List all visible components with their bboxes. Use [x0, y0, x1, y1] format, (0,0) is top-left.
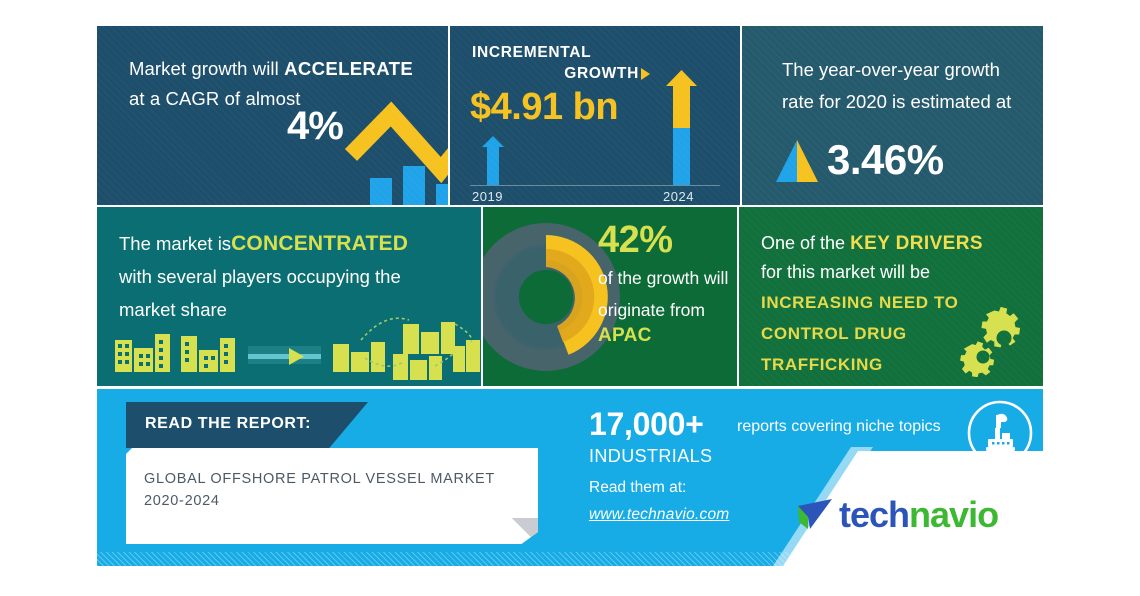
- panel-cagr: Market growth will ACCELERATE at a CAGR …: [97, 26, 448, 205]
- year-label-start: 2019: [472, 189, 503, 204]
- arrow-bar-2024-icon: [666, 70, 697, 185]
- apac-description: of the growth will originate from: [598, 262, 737, 326]
- panel-yoy-growth: The year-over-year growth rate for 2020 …: [742, 26, 1043, 205]
- paper-plane-icon: [798, 499, 832, 529]
- technavio-wordmark: technavio: [839, 494, 999, 536]
- axis-line: [470, 185, 720, 186]
- report-title: GLOBAL OFFSHORE PATROL VESSEL MARKET 202…: [144, 471, 495, 509]
- drivers-headline: One of the KEY DRIVERS for this market w…: [761, 229, 1031, 287]
- city-buildings-consolidation-icon: [115, 317, 480, 380]
- panel-market-concentration: The market isCONCENTRATED with several p…: [97, 207, 481, 386]
- panel-incremental-growth: INCREMENTAL GROWTH $4.91 bn 2019 2024: [450, 26, 740, 205]
- gears-icon: [960, 307, 1021, 377]
- reports-count-description: reports covering niche topics: [737, 418, 941, 435]
- incr-label-line1: INCREMENTAL: [472, 44, 592, 61]
- cagr-lead-text: Market growth will: [129, 58, 285, 79]
- technavio-logo: technavio: [795, 492, 1025, 544]
- cagr-line2: at a CAGR of almost: [129, 88, 301, 109]
- concentration-headline: The market isCONCENTRATED with several p…: [119, 227, 469, 326]
- incr-label-line2: GROWTH: [564, 65, 639, 82]
- bar-3: [436, 184, 448, 205]
- factory-icon: [967, 400, 1033, 466]
- cagr-headline: Market growth will ACCELERATE at a CAGR …: [129, 54, 429, 114]
- conc-lead: The market is: [119, 233, 232, 254]
- conc-emphasis: CONCENTRATED: [231, 232, 409, 255]
- conc-line2: with several players occupying the: [119, 266, 401, 287]
- yoy-headline: The year-over-year growth rate for 2020 …: [782, 54, 1022, 118]
- panel-apac-share: 42% of the growth will originate from AP…: [483, 207, 737, 386]
- apac-region-label: APAC: [598, 325, 652, 346]
- folded-corner-decoration: [512, 518, 538, 544]
- incremental-growth-value: $4.91 bn: [470, 86, 619, 128]
- zigzag-growth-arrow-icon: [345, 101, 448, 184]
- driver-line-2: CONTROL DRUG: [761, 324, 907, 343]
- driver-line-1: INCREASING NEED TO: [761, 293, 959, 312]
- read-the-report-label: READ THE REPORT:: [145, 415, 312, 432]
- cagr-value: 4%: [287, 104, 344, 148]
- logo-text-navio: navio: [909, 494, 999, 535]
- triangle-up-icon: [776, 140, 818, 182]
- driver-detail: INCREASING NEED TO CONTROL DRUG TRAFFICK…: [761, 287, 1011, 380]
- apac-line2: originate from: [598, 300, 705, 320]
- driver-line-3: TRAFFICKING: [761, 355, 883, 374]
- apac-line1: of the growth will: [598, 268, 729, 288]
- drv-line2: for this market will be: [761, 262, 931, 282]
- yoy-line2: rate for 2020 is estimated at: [782, 91, 1012, 112]
- bar-2: [403, 166, 425, 205]
- incremental-growth-label: INCREMENTAL GROWTH: [472, 42, 652, 84]
- panel-key-drivers: One of the KEY DRIVERS for this market w…: [739, 207, 1043, 386]
- report-title-card[interactable]: GLOBAL OFFSHORE PATROL VESSEL MARKET 202…: [126, 448, 538, 544]
- yoy-line1: The year-over-year growth: [782, 59, 1000, 80]
- drv-lead: One of the: [761, 233, 851, 253]
- logo-text-tech: tech: [839, 494, 910, 535]
- arrow-bar-2019-icon: [482, 136, 504, 185]
- year-label-end: 2024: [663, 189, 694, 204]
- cagr-emphasis: ACCELERATE: [284, 58, 414, 79]
- donut-chart-icon: [483, 223, 620, 371]
- drv-emphasis: KEY DRIVERS: [850, 233, 983, 254]
- caret-right-icon: [641, 67, 650, 80]
- conc-line3: market share: [119, 299, 227, 320]
- panel-footer: READ THE REPORT: GLOBAL OFFSHORE PATROL …: [97, 389, 1043, 566]
- read-the-report-tab[interactable]: READ THE REPORT:: [126, 402, 368, 448]
- reports-count: 17,000+: [589, 406, 704, 442]
- yoy-value: 3.46%: [827, 136, 944, 183]
- bar-1: [370, 178, 392, 205]
- apac-percent: 42%: [598, 219, 673, 261]
- read-them-at-label: Read them at:: [589, 479, 687, 496]
- sector-label: INDUSTRIALS: [589, 446, 713, 466]
- technavio-url-link[interactable]: www.technavio.com: [589, 506, 730, 523]
